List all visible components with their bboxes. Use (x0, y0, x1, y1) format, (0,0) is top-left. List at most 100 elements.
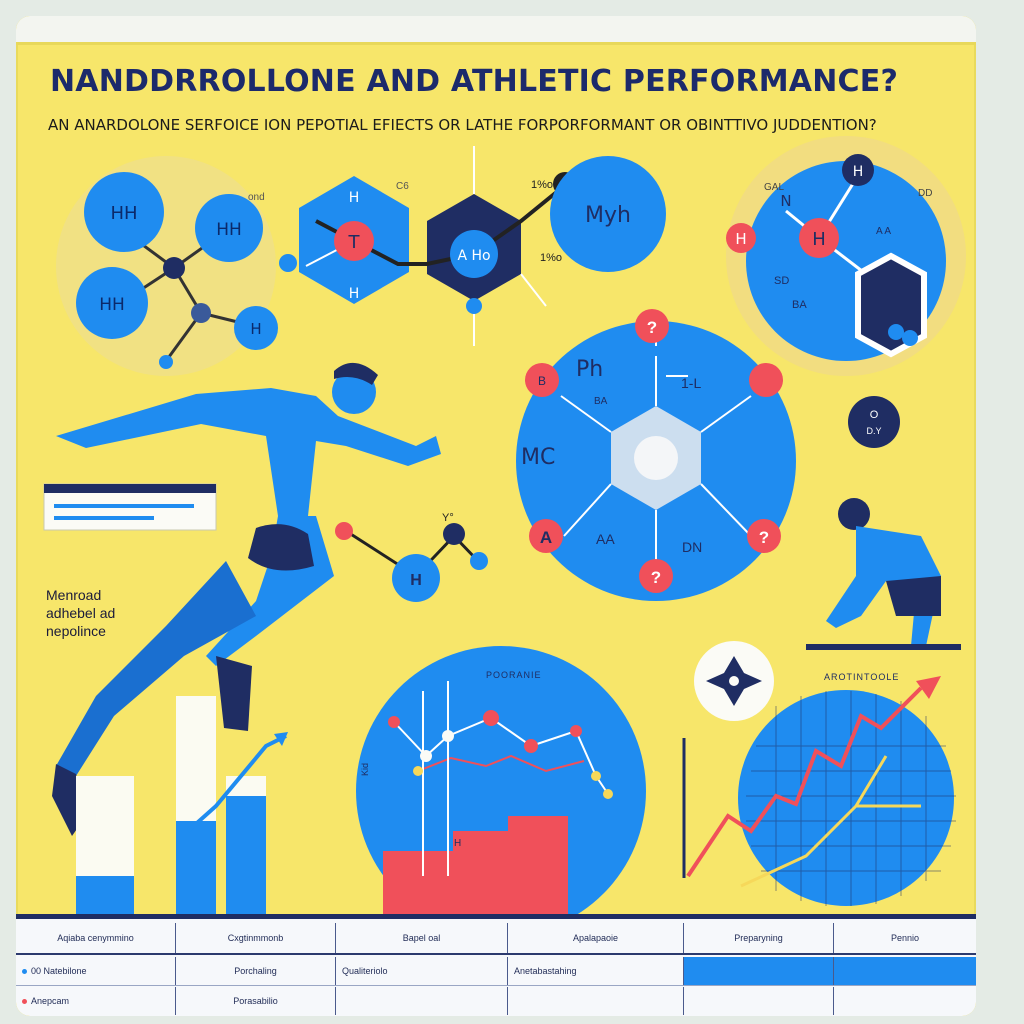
table-row: 00 Natebilone Porchaling Qualiteriolo An… (16, 957, 976, 986)
atom-hh-3-label: HH (99, 295, 125, 315)
molecule-right: H N H H GAL DD A A SD BA (726, 154, 946, 361)
table-cell: Anepcam (16, 987, 176, 1015)
badge-q2 (747, 519, 781, 553)
mol2-sd: SD (774, 275, 789, 287)
table-cell: Porasabilio (176, 987, 336, 1015)
badge-q-right (749, 363, 783, 397)
pct-bottom: 1%o (540, 252, 562, 264)
table-cell-highlight (834, 957, 976, 985)
side-note-box (43, 483, 217, 531)
ba-letter: BA (594, 396, 608, 407)
crouching-figure (806, 498, 961, 650)
small-h-label: H (410, 572, 422, 589)
atom-h-red (726, 223, 756, 253)
table-cell: Porchaling (176, 957, 336, 985)
y0-label: Y° (442, 512, 454, 524)
bar-chart-left (76, 696, 288, 916)
molecule-small: H Y° (335, 512, 488, 602)
table-cell: 00 Natebilone (16, 957, 176, 985)
atom-t (334, 221, 374, 261)
hex-h-bottom: H (349, 286, 360, 302)
mol2-h-big: H (812, 229, 826, 250)
table-header: Apalapaoie (508, 923, 684, 953)
table-cell: Qualiteriolo (336, 957, 508, 985)
atom-t-label: T (348, 232, 361, 253)
atom-hh-1 (84, 172, 164, 252)
mol2-aa: A A (876, 226, 891, 237)
table-cell (508, 987, 684, 1015)
badge-q3 (639, 559, 673, 593)
line-chart-circle: POORANIE H (356, 646, 646, 916)
top-bar (16, 16, 976, 45)
aa-label: AA (596, 531, 615, 547)
atom-h-label: H (250, 320, 261, 338)
hex-h-top: H (349, 190, 360, 206)
illustration-canvas: HH HH HH H T H H A Ho Myh 1%o 1%o (43, 136, 966, 916)
atom-myh (550, 156, 666, 272)
b-badge-label: B (538, 374, 546, 388)
dn-label: DN (682, 539, 702, 555)
infographic-poster: NANDDRROLLONE AND ATHLETIC PERFORMANCE? … (16, 16, 976, 1016)
molecule-left: HH HH HH H (76, 172, 278, 369)
chart-h-label: H (454, 838, 461, 849)
mol2-h-red: H (735, 230, 746, 248)
hexagon-dark-right (855, 252, 927, 358)
table-header: Aqiaba cenymmino (16, 923, 176, 953)
myh-label: Myh (585, 203, 631, 228)
side-label: Menroad adhebel ad nepolince (46, 587, 116, 639)
atom-hh-2 (195, 194, 263, 262)
badge-b (525, 363, 559, 397)
arrow-chart-label: AROTINTOOLE (824, 672, 899, 682)
q1-label: ? (647, 318, 657, 337)
atom-hh-3 (76, 267, 148, 339)
atom-h (234, 306, 278, 350)
a-badge-label: A (540, 528, 552, 547)
table-cell (684, 987, 834, 1015)
atom-h-big (799, 218, 839, 258)
cc-label: C6 (396, 181, 409, 192)
badge-od: O D.Y (848, 396, 900, 448)
ond-label: ond (248, 192, 265, 203)
one-l-label: 1-L (681, 375, 701, 391)
star-badge (694, 641, 774, 721)
blue-dot-icon (22, 968, 27, 974)
mol2-n: N (780, 192, 791, 210)
badge-a (529, 519, 563, 553)
q3-label: ? (651, 568, 661, 587)
chemical-structure-circle: ? B A ? ? Ph MC 1-L BA AA DN (516, 309, 796, 601)
table-cell-text: 00 Natebilone (31, 966, 87, 976)
mol2-gal: GAL (764, 182, 784, 193)
poster-title: NANDDRROLLONE AND ATHLETIC PERFORMANCE? (50, 64, 899, 99)
table-cell: Anetabastahing (508, 957, 684, 985)
table-row: Anepcam Porasabilio (16, 987, 976, 1015)
table-cell (336, 987, 508, 1015)
atom-small-h (392, 554, 440, 602)
atom-hh-2-label: HH (216, 220, 242, 240)
mc-label: MC (521, 445, 555, 470)
badge-q1 (635, 309, 669, 343)
atom-h-dark (842, 154, 874, 186)
table-cell-text: Anepcam (31, 996, 70, 1006)
table-header: Cxgtinmmonb (176, 923, 336, 953)
poster-subtitle: AN ANARDOLONE SERFOICE ION PEPOTIAL EFIE… (48, 116, 877, 134)
table-header: Preparyning (684, 923, 834, 953)
od-top: O (870, 409, 879, 421)
trend-grid-chart: AROTINTOOLE (682, 672, 956, 906)
table-cell (834, 987, 976, 1015)
molecule-center: T H H A Ho Myh 1%o 1%o C6 ond (248, 146, 666, 346)
atom-hh-1-label: HH (110, 203, 137, 224)
mol2-ba: BA (792, 299, 807, 311)
ring-center-label: A Ho (457, 248, 490, 264)
pct-top: 1%o (531, 179, 553, 191)
kid-label: Kid (360, 763, 370, 776)
table-header: Bapel oal (336, 923, 508, 953)
poorane-label: POORANIE (486, 670, 542, 680)
table-cell-highlight (684, 957, 834, 985)
mol2-h: H (853, 164, 864, 180)
ph-label: Ph (576, 357, 603, 382)
atom-ring-center (450, 230, 498, 278)
q2-label: ? (759, 528, 769, 547)
table-header: Pennio (890, 933, 920, 943)
table-header-row: Aqiaba cenymmino Cxgtinmmonb Bapel oal A… (16, 923, 976, 955)
comparison-table: Aqiaba cenymmino Cxgtinmmonb Bapel oal A… (16, 914, 976, 1016)
